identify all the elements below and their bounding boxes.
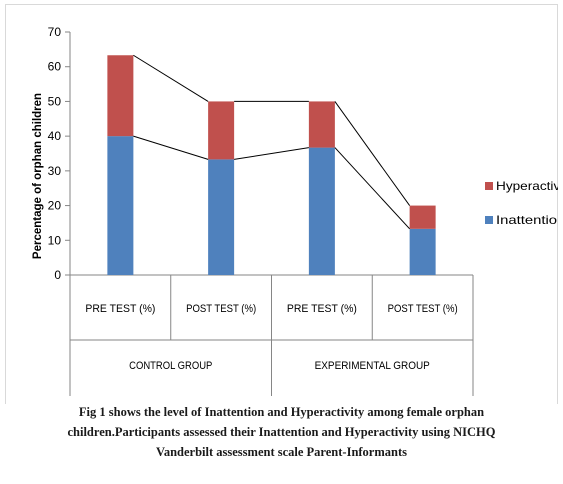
bar-segment (409, 205, 436, 229)
x-group-label: CONTROL GROUP (129, 360, 212, 372)
chart-frame: Percentage of orphan children 0 10 20 30 40 5… (5, 4, 558, 480)
series-line (334, 147, 410, 230)
y-tick-label: 70 (48, 25, 62, 39)
stacked-bar-chart: Percentage of orphan children 0 10 20 30 40 5… (5, 4, 558, 404)
x-category-label: POST TEST (%) (388, 303, 458, 315)
x-category-label: POST TEST (%) (186, 303, 256, 315)
legend-swatch (485, 182, 493, 190)
y-tick-label: 60 (48, 60, 62, 74)
caption-line-3: Vanderbilt assessment scale Parent-Infor… (155, 445, 408, 459)
series-line (133, 135, 209, 160)
y-tick-label: 50 (48, 94, 62, 108)
legend-label: Inattention (496, 213, 558, 227)
caption-line-1: Fig 1 shows the level of Inattention and… (78, 405, 485, 419)
y-tick-label: 40 (48, 129, 62, 143)
series-line (133, 54, 209, 102)
bar-segment (107, 136, 134, 275)
x-category-label: PRE TEST (%) (85, 303, 155, 315)
bar-segment (107, 55, 134, 137)
y-tick-label: 20 (48, 199, 62, 213)
y-tick-label: 0 (54, 268, 61, 282)
series-line (234, 147, 309, 160)
frame-border (5, 4, 558, 404)
bar-segment (208, 159, 235, 275)
bar-segment (409, 228, 436, 275)
caption-line-2: children.Participants assessed their Ina… (67, 425, 496, 439)
x-group-label: EXPERIMENTAL GROUP (315, 360, 430, 372)
x-category-label: PRE TEST (%) (287, 303, 357, 315)
y-tick-label: 10 (48, 233, 62, 247)
figure-caption: Fig 1 shows the level of Inattention and… (5, 402, 558, 462)
legend-swatch (485, 216, 493, 224)
series-line (334, 101, 411, 206)
legend-label: Hyperactive/ (496, 179, 558, 193)
y-axis-label: Percentage of orphan children (32, 93, 44, 259)
bar-segment (208, 101, 235, 160)
bar-segment (308, 101, 335, 148)
bar-segment (308, 147, 335, 275)
y-tick-label: 30 (48, 164, 62, 178)
